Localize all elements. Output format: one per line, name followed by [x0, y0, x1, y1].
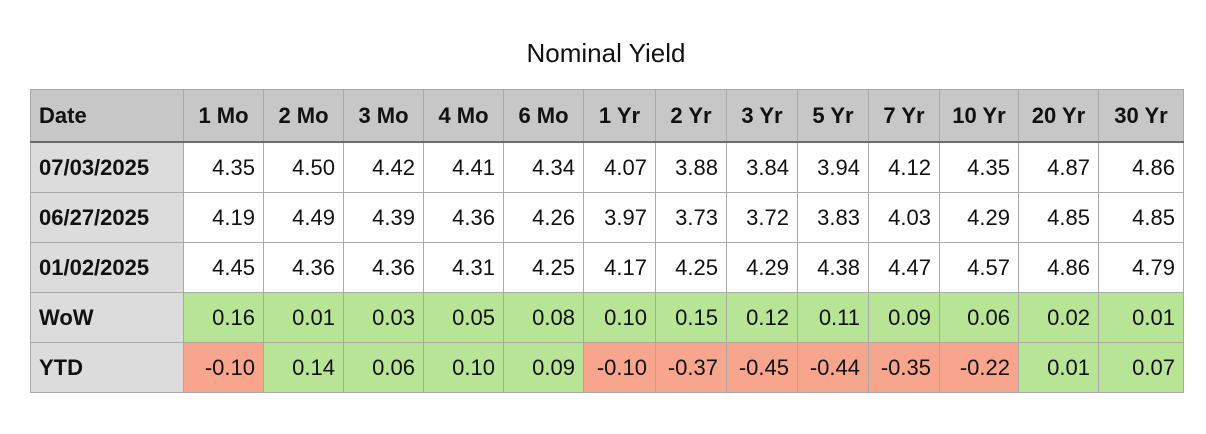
row-label: YTD: [30, 342, 184, 393]
column-header: 2 Mo: [263, 89, 344, 143]
table-row: WoW 0.16 0.01 0.03 0.05 0.08 0.10 0.15 0.12 0.11 0…: [30, 292, 1184, 343]
yield-cell: 4.85: [1018, 192, 1099, 243]
yield-cell: 4.25: [503, 242, 584, 293]
yield-cell: 4.45: [183, 242, 264, 293]
column-header: 30 Yr: [1098, 89, 1184, 143]
yield-cell: 0.15: [655, 292, 727, 343]
yield-cell: 4.57: [939, 242, 1019, 293]
table-row: 06/27/2025 4.19 4.49 4.39 4.36 4.26 3.97 3.73 3.…: [30, 192, 1184, 243]
yield-cell: -0.35: [868, 342, 940, 393]
yield-cell: -0.37: [655, 342, 727, 393]
row-label: 06/27/2025: [30, 192, 184, 243]
yield-cell: 4.85: [1098, 192, 1184, 243]
yield-cell: 3.84: [726, 141, 798, 193]
yield-cell: 4.42: [343, 141, 424, 193]
yield-cell: 0.06: [939, 292, 1019, 343]
column-header: 7 Yr: [868, 89, 940, 143]
yield-cell: 0.10: [423, 342, 504, 393]
yield-cell: 4.86: [1098, 141, 1184, 193]
yield-cell: 4.25: [655, 242, 727, 293]
yield-cell: 0.01: [1098, 292, 1184, 343]
yield-cell: -0.45: [726, 342, 798, 393]
yield-cell: 4.47: [868, 242, 940, 293]
yield-cell: 4.50: [263, 141, 344, 193]
yield-cell: 0.05: [423, 292, 504, 343]
yield-cell: 0.01: [1018, 342, 1099, 393]
yield-cell: -0.44: [797, 342, 869, 393]
yield-cell: 4.38: [797, 242, 869, 293]
yield-cell: 4.79: [1098, 242, 1184, 293]
yield-cell: 4.26: [503, 192, 584, 243]
yield-cell: -0.22: [939, 342, 1019, 393]
yield-cell: 4.39: [343, 192, 424, 243]
table-row: YTD -0.10 0.14 0.06 0.10 0.09 -0.10 -0.37 -0.45-…: [30, 342, 1184, 393]
yield-cell: -0.10: [583, 342, 656, 393]
yield-cell: 4.36: [343, 242, 424, 293]
yield-cell: 4.29: [726, 242, 798, 293]
yield-cell: 0.09: [868, 292, 940, 343]
column-header: 1 Yr: [583, 89, 656, 143]
yield-cell: 0.12: [726, 292, 798, 343]
yield-cell: 4.35: [939, 141, 1019, 193]
yield-cell: 3.83: [797, 192, 869, 243]
yield-cell: 3.73: [655, 192, 727, 243]
yield-cell: 4.35: [183, 141, 264, 193]
yield-cell: 4.29: [939, 192, 1019, 243]
yield-table: Date 1 Mo 2 Mo 3 Mo 4 Mo 6 Mo 1 Yr 2 Yr 3 Yr 5 Yr…: [30, 89, 1184, 393]
column-header: 2 Yr: [655, 89, 727, 143]
yield-cell: 4.36: [263, 242, 344, 293]
yield-cell: 0.07: [1098, 342, 1184, 393]
column-header: 3 Mo: [343, 89, 424, 143]
yield-cell: 4.31: [423, 242, 504, 293]
column-header: Date: [30, 89, 184, 143]
yield-cell: 0.14: [263, 342, 344, 393]
yield-cell: 3.94: [797, 141, 869, 193]
yield-cell: 3.97: [583, 192, 656, 243]
column-header: 4 Mo: [423, 89, 504, 143]
column-header: 10 Yr: [939, 89, 1019, 143]
column-header: 6 Mo: [503, 89, 584, 143]
yield-cell: 4.86: [1018, 242, 1099, 293]
yield-cell: 4.07: [583, 141, 656, 193]
yield-cell: 0.08: [503, 292, 584, 343]
yield-cell: 0.10: [583, 292, 656, 343]
yield-cell: 4.19: [183, 192, 264, 243]
yield-cell: 0.16: [183, 292, 264, 343]
column-header: 5 Yr: [797, 89, 869, 143]
yield-cell: 4.17: [583, 242, 656, 293]
yield-cell: 4.34: [503, 141, 584, 193]
column-header: 3 Yr: [726, 89, 798, 143]
yield-cell: 0.11: [797, 292, 869, 343]
yield-cell: 0.03: [343, 292, 424, 343]
yield-cell: 4.12: [868, 141, 940, 193]
yield-cell: 4.03: [868, 192, 940, 243]
yield-cell: 3.72: [726, 192, 798, 243]
yield-cell: 4.41: [423, 141, 504, 193]
yield-cell: 0.06: [343, 342, 424, 393]
row-label: 07/03/2025: [30, 141, 184, 193]
column-header: 1 Mo: [183, 89, 264, 143]
yield-cell: 0.02: [1018, 292, 1099, 343]
row-label: WoW: [30, 292, 184, 343]
row-label: 01/02/2025: [30, 242, 184, 293]
yield-cell: -0.10: [183, 342, 264, 393]
table-row: 01/02/2025 4.45 4.36 4.36 4.31 4.25 4.17 4.25 4.…: [30, 242, 1184, 293]
yield-cell: 4.87: [1018, 141, 1099, 193]
yield-cell: 0.01: [263, 292, 344, 343]
yield-cell: 4.36: [423, 192, 504, 243]
table-title: Nominal Yield: [526, 38, 686, 68]
header-row: Date 1 Mo 2 Mo 3 Mo 4 Mo 6 Mo 1 Yr 2 Yr 3 Yr 5 Yr…: [30, 89, 1184, 143]
yield-cell: 3.88: [655, 141, 727, 193]
yield-cell: 0.09: [503, 342, 584, 393]
yield-cell: 4.49: [263, 192, 344, 243]
table-row: 07/03/2025 4.35 4.50 4.42 4.41 4.34 4.07 3.88 3.…: [30, 141, 1184, 193]
column-header: 20 Yr: [1018, 89, 1099, 143]
